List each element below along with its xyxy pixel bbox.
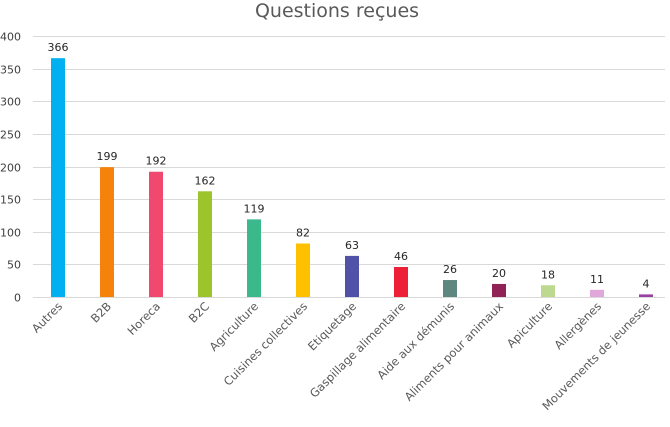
data-labels: 366 199 192 162 119 82 63 46 26 20 18 11 4: [48, 41, 650, 290]
data-label: 82: [296, 226, 310, 239]
bar-8: [394, 266, 408, 297]
category-label: Apiculture: [504, 299, 555, 350]
category-label: Horeca: [125, 299, 164, 338]
y-tick-label: 300: [0, 96, 21, 109]
bar-1: [51, 58, 65, 298]
data-label: 46: [394, 250, 408, 263]
y-tick-label: 0: [14, 292, 21, 305]
bar-12: [590, 289, 604, 297]
bar-10: [492, 283, 506, 297]
data-label: 162: [195, 174, 216, 187]
data-label: 199: [97, 150, 118, 163]
bars: [51, 58, 653, 298]
bar-13: [639, 294, 653, 297]
bar-4: [198, 191, 212, 297]
category-label: B2B: [88, 299, 114, 325]
category-label: Autres: [29, 299, 65, 335]
chart-title: Questions reçues: [255, 0, 419, 22]
category-label: Allergènes: [551, 299, 604, 352]
bar-7: [345, 255, 359, 297]
category-label: Gaspillage alimentaire: [307, 299, 408, 400]
category-label: Aliments pour animaux: [402, 299, 507, 404]
data-label: 63: [345, 239, 359, 252]
category-label: B2C: [186, 299, 212, 325]
data-label: 18: [541, 268, 555, 281]
y-tick-label: 200: [0, 162, 21, 175]
y-axis-tick-labels: 0 50 100 150 200 250 300 350 400: [0, 31, 21, 305]
bar-2: [100, 167, 114, 297]
data-label: 192: [146, 155, 167, 168]
gridlines: [33, 36, 665, 298]
y-tick-label: 350: [0, 64, 21, 77]
y-tick-label: 400: [0, 31, 21, 44]
bar-3: [149, 171, 163, 297]
bar-11: [541, 285, 555, 297]
y-tick-label: 50: [7, 259, 21, 272]
data-label: 20: [492, 267, 506, 280]
data-label: 366: [48, 41, 69, 54]
y-tick-label: 150: [0, 194, 21, 207]
y-tick-label: 250: [0, 129, 21, 142]
bar-6: [296, 243, 310, 297]
bar-9: [443, 280, 457, 297]
category-label: Cuisines collectives: [221, 299, 310, 388]
data-label: 11: [590, 273, 604, 286]
data-label: 119: [244, 202, 265, 215]
data-label: 4: [643, 277, 650, 290]
y-tick-label: 100: [0, 227, 21, 240]
data-label: 26: [443, 263, 457, 276]
bar-5: [247, 219, 261, 297]
